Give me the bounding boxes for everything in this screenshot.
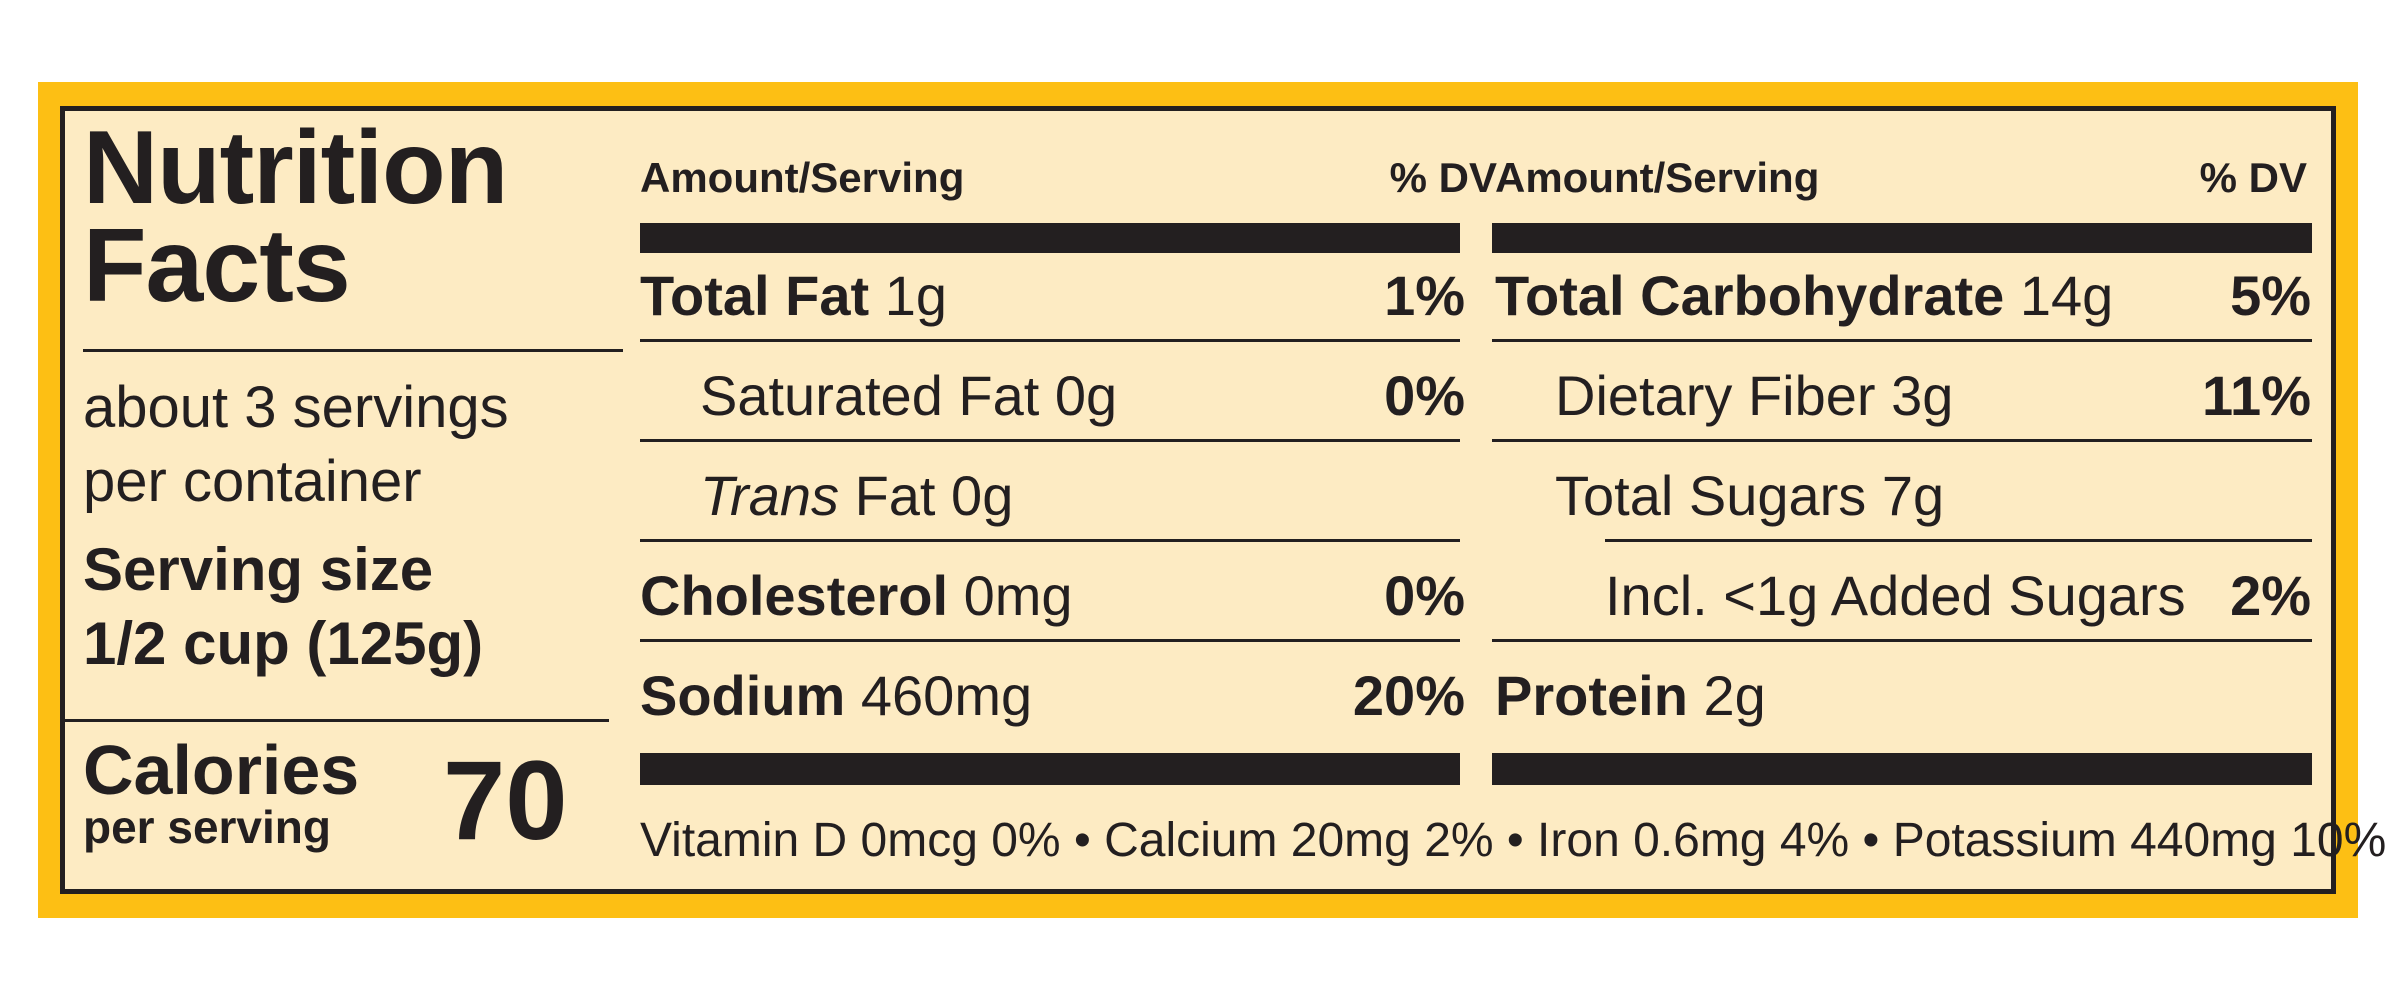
divider [640, 339, 1460, 342]
divider [83, 349, 623, 352]
vitamins-minerals-footer: Vitamin D 0mcg 0% • Calcium 20mg 2% • Ir… [640, 814, 2387, 867]
divider [1492, 639, 2312, 642]
dv-header: % DV [1389, 154, 1497, 201]
divider [65, 719, 609, 722]
nutrition-facts-title: Nutrition Facts [83, 110, 508, 324]
row-trans-fat: Trans Fat 0g [700, 461, 1013, 531]
nutrient-name: Saturated Fat [700, 364, 1040, 427]
nutrient-name: Protein [1495, 664, 1688, 727]
nutrient-dv: 2% [2230, 564, 2311, 627]
label-frame: Nutrition Facts about 3 servings per con… [38, 82, 2386, 918]
nutrient-name: Trans [700, 464, 839, 527]
nutrient-name: Total Carbohydrate [1495, 264, 2005, 327]
row-added-sugars: Incl. <1g Added Sugars [1605, 561, 2186, 631]
nutrient-amount: 3g [1891, 364, 1954, 427]
nutrient-dv: 11% [2202, 364, 2311, 427]
nutrient-amount: 460mg [860, 664, 1033, 727]
row-cholesterol: Cholesterol 0mg [640, 561, 1073, 631]
servings-line-1: about 3 servings [83, 375, 509, 440]
thick-bar [1492, 223, 2312, 253]
nutrient-amount: 2g [1703, 664, 1766, 727]
nutrient-amount: 0g [1054, 364, 1118, 427]
nutrient-name: Cholesterol [640, 564, 949, 627]
divider [640, 439, 1460, 442]
nutrient-name: Dietary Fiber [1555, 364, 1876, 427]
calories-sublabel: per serving [83, 801, 331, 853]
nutrient-dv: 0% [1384, 364, 1465, 427]
thick-bar [640, 223, 1460, 253]
row-sodium: Sodium 460mg [640, 661, 1032, 731]
amount-serving-header: Amount/Serving [640, 154, 965, 201]
nutrient-dv: 20% [1352, 664, 1465, 727]
row-total-sugars: Total Sugars 7g [1555, 461, 1944, 531]
servings-per-container: about 3 servings per container [83, 371, 509, 519]
divider [1492, 439, 2312, 442]
nutrition-facts-panel: Nutrition Facts about 3 servings per con… [60, 106, 2386, 894]
nutrient-amount: 1g [884, 264, 948, 327]
servings-line-2: per container [83, 449, 422, 514]
row-total-carbohydrate: Total Carbohydrate 14g [1495, 261, 2113, 331]
calories-label: Calories [83, 731, 360, 809]
nutrient-name: Incl. <1g Added Sugars [1605, 564, 2186, 627]
nutrient-dv: 5% [2230, 264, 2311, 327]
title-line-2: Facts [83, 208, 351, 324]
nutrient-name: Total Fat [640, 264, 870, 327]
divider [1605, 539, 2312, 542]
divider [640, 539, 1460, 542]
nutrient-dv: 0% [1384, 564, 1465, 627]
divider [1492, 339, 2312, 342]
thick-bar [1492, 753, 2312, 785]
nutrient-amount: 14g [2019, 264, 2114, 327]
row-dietary-fiber: Dietary Fiber 3g [1555, 361, 1953, 431]
calories-value: 70 [443, 738, 568, 863]
amount-serving-header: Amount/Serving [1495, 154, 1820, 201]
divider [640, 639, 1460, 642]
serving-size: Serving size 1/2 cup (125g) [83, 533, 483, 681]
row-total-fat: Total Fat 1g [640, 261, 947, 331]
nutrient-name: Sodium [640, 664, 846, 727]
dv-header: % DV [2199, 154, 2307, 201]
row-saturated-fat: Saturated Fat 0g [700, 361, 1117, 431]
serving-size-value: 1/2 cup (125g) [83, 610, 484, 677]
nutrient-amount: 7g [1881, 464, 1945, 527]
nutrient-name-rest: Fat [854, 464, 936, 527]
title-line-1: Nutrition [83, 110, 508, 226]
row-protein: Protein 2g [1495, 661, 1766, 731]
serving-size-label: Serving size [83, 536, 434, 603]
thick-bar [640, 753, 1460, 785]
nutrient-name: Total Sugars [1555, 464, 1867, 527]
nutrient-amount: 0g [951, 464, 1014, 527]
nutrient-dv: 1% [1384, 264, 1465, 327]
nutrient-amount: 0mg [963, 564, 1073, 627]
